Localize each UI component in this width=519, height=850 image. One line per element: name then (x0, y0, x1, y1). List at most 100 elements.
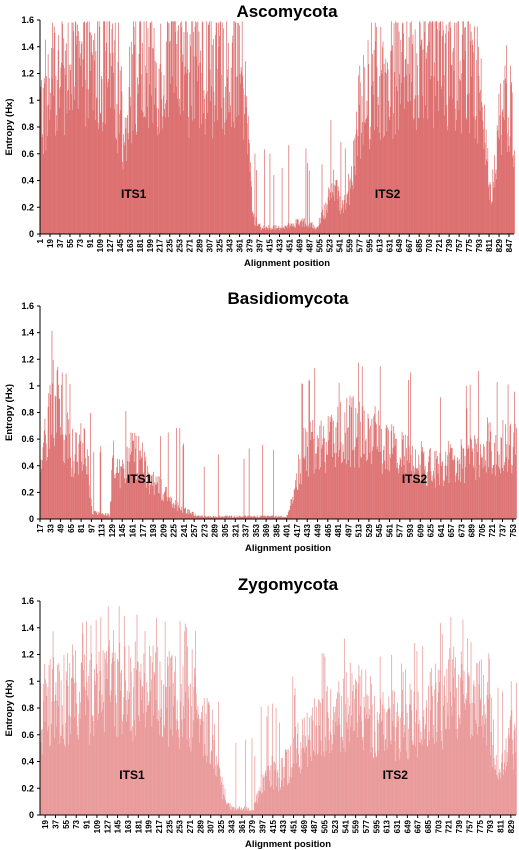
entropy-bar (198, 714, 199, 815)
entropy-bar (295, 219, 297, 234)
entropy-bar (424, 31, 425, 235)
entropy-bar (201, 21, 203, 235)
entropy-bar (181, 512, 183, 519)
entropy-bar (286, 752, 287, 815)
entropy-bar (285, 517, 287, 519)
entropy-bar (510, 715, 512, 815)
entropy-bar (351, 166, 352, 234)
entropy-bar (347, 460, 349, 519)
entropy-bar (157, 721, 159, 815)
x-tick-label: 625 (427, 523, 436, 537)
entropy-bar (210, 101, 211, 234)
entropy-bar (507, 727, 509, 815)
entropy-bar (369, 126, 371, 234)
entropy-bar (114, 652, 116, 815)
entropy-bar (259, 517, 260, 519)
entropy-bar (463, 59, 465, 235)
y-axis-label: Entropy (Hx) (4, 384, 15, 441)
entropy-bar (375, 757, 377, 815)
entropy-bar (204, 134, 206, 234)
entropy-bar (86, 474, 88, 519)
entropy-bar (182, 54, 184, 234)
x-tick-label: 721 (445, 819, 454, 833)
entropy-bar (55, 682, 57, 815)
entropy-bar (270, 228, 272, 234)
entropy-bar (210, 751, 212, 815)
entropy-bar (214, 775, 216, 815)
entropy-bar (88, 21, 90, 235)
entropy-bar (472, 448, 474, 519)
entropy-bar (198, 31, 200, 234)
entropy-bar (152, 123, 154, 234)
entropy-bar (167, 656, 168, 815)
entropy-bar (163, 95, 164, 234)
entropy-bar (171, 655, 173, 815)
entropy-bar (243, 808, 245, 815)
x-tick-label: 433 (279, 819, 288, 833)
entropy-bar (439, 30, 440, 234)
entropy-bar (501, 762, 502, 815)
entropy-bar (376, 67, 378, 234)
entropy-bar (181, 506, 183, 519)
entropy-bar (67, 685, 69, 815)
entropy-bar (189, 510, 190, 519)
entropy-bar (386, 131, 388, 234)
entropy-bar (471, 439, 472, 519)
entropy-bar (104, 21, 106, 235)
entropy-bar (70, 716, 72, 815)
entropy-bar (93, 39, 95, 234)
entropy-bar (314, 698, 316, 815)
entropy-bar (142, 713, 144, 815)
entropy-bar (76, 44, 77, 235)
entropy-bar (511, 710, 513, 815)
entropy-bar (62, 23, 63, 234)
entropy-bar (186, 512, 188, 519)
entropy-bar (246, 96, 248, 234)
entropy-bar (194, 675, 196, 815)
entropy-bar (243, 139, 245, 234)
entropy-bar (420, 731, 422, 815)
entropy-bar (214, 121, 215, 234)
x-tick-label: 721 (435, 238, 444, 252)
entropy-bar (210, 517, 212, 519)
y-tick-label: 1.4 (21, 328, 34, 338)
entropy-bar (450, 616, 452, 815)
entropy-bar (41, 460, 43, 519)
entropy-bar (214, 517, 215, 519)
entropy-bar (484, 465, 486, 519)
entropy-bar (408, 759, 410, 815)
entropy-bar (135, 435, 137, 519)
entropy-bar (398, 31, 400, 235)
entropy-bar (422, 446, 424, 519)
entropy-bar (303, 218, 305, 234)
entropy-bar (486, 159, 488, 234)
entropy-bar (397, 91, 398, 234)
entropy-bar (308, 225, 310, 234)
entropy-bar (377, 410, 379, 519)
entropy-bar (365, 714, 367, 815)
entropy-bar (326, 454, 328, 519)
entropy-bar (134, 641, 136, 815)
entropy-bar (305, 747, 307, 815)
entropy-bar (118, 472, 120, 519)
entropy-bar (189, 747, 191, 815)
entropy-bar (400, 459, 402, 519)
entropy-bar (74, 717, 76, 815)
entropy-bar (212, 138, 214, 234)
entropy-bar (414, 99, 416, 234)
entropy-bar (339, 724, 341, 815)
entropy-bar (277, 769, 279, 815)
entropy-bar (262, 774, 264, 815)
entropy-bar (76, 703, 78, 815)
entropy-bar (333, 169, 335, 234)
entropy-bar (444, 43, 446, 235)
entropy-bar (198, 719, 200, 815)
x-tick-label: 1 (36, 238, 45, 243)
entropy-bar (501, 438, 503, 519)
entropy-bar (45, 683, 47, 815)
entropy-bar (48, 78, 50, 234)
entropy-bar (244, 515, 246, 519)
entropy-bar (463, 21, 464, 235)
entropy-bar (108, 640, 110, 815)
x-tick-label: 689 (468, 523, 477, 537)
